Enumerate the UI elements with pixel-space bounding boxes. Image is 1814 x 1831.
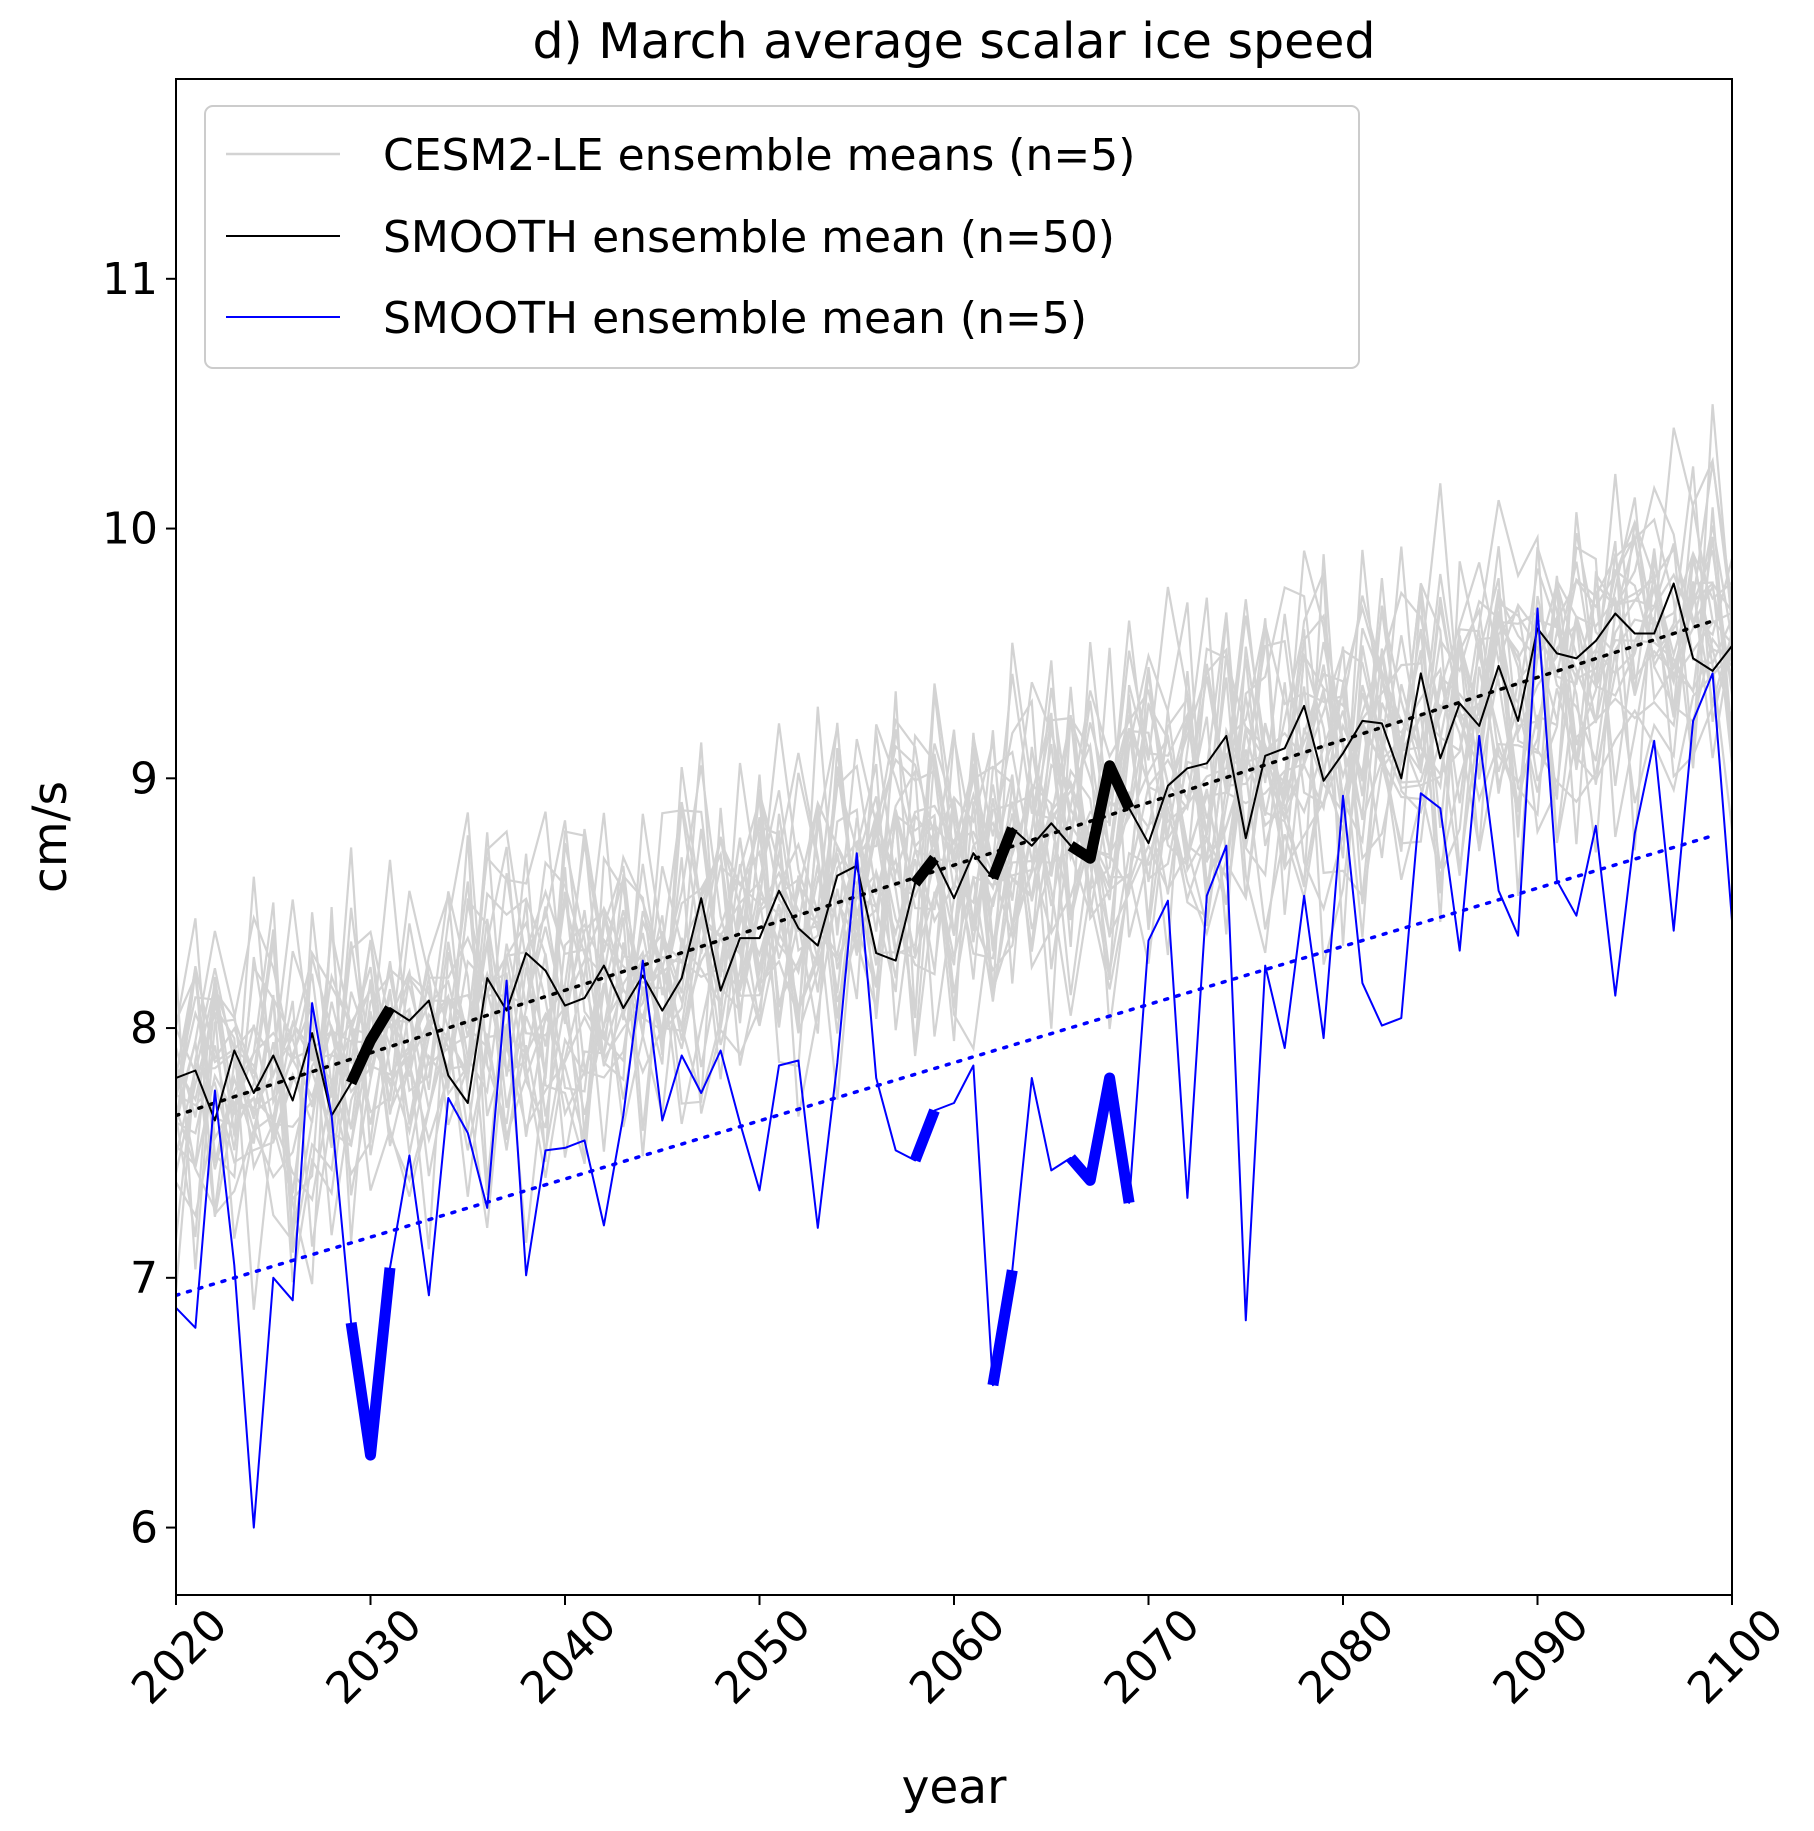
legend-box [204, 105, 1360, 369]
x-tick-label: 2100 [1678, 1599, 1793, 1714]
x-axis-label: year [902, 1760, 1008, 1815]
x-tick-label: 2080 [1289, 1599, 1404, 1714]
cesm2-member-line [176, 570, 1732, 1164]
highlight-segment [346, 1005, 395, 1086]
highlight-segment [987, 1269, 1018, 1387]
highlight-segment [1067, 760, 1135, 864]
cesm2-member-line [176, 512, 1732, 1217]
x-tick-label: 2050 [706, 1599, 821, 1714]
y-tick-label: 7 [130, 1253, 158, 1304]
legend-label-smooth-n50: SMOOTH ensemble mean (n=50) [383, 212, 1115, 263]
y-tick-label: 11 [102, 254, 158, 305]
highlight-segment [1066, 1072, 1135, 1204]
cesm2-member-line [176, 466, 1732, 1180]
y-tick-label: 9 [130, 753, 158, 804]
x-tick-label: 2040 [511, 1599, 626, 1714]
smooth-n5-line [176, 607, 1732, 1529]
cesm2-member-line [176, 546, 1732, 1183]
cesm2-member-line [176, 570, 1732, 1285]
cesm2-ensemble-members [176, 404, 1732, 1310]
highlight-segment [345, 1267, 396, 1461]
cesm2-member-line [176, 546, 1732, 1197]
x-tick-label: 2070 [1095, 1599, 1210, 1714]
y-tick-label: 10 [102, 504, 158, 555]
smooth-n50-line [176, 582, 1732, 1122]
legend-label-cesm2: CESM2-LE ensemble means (n=5) [383, 130, 1135, 181]
highlight-segment [909, 1108, 940, 1163]
x-tick-label: 2090 [1484, 1599, 1599, 1714]
cesm2-member-line [176, 545, 1732, 1250]
trend-line [176, 834, 1715, 1298]
legend-label-smooth-n5: SMOOTH ensemble mean (n=5) [383, 293, 1087, 344]
highlight-segment [987, 826, 1018, 881]
y-tick-label: 8 [130, 1003, 158, 1054]
y-axis-label: cm/s [23, 781, 78, 893]
legend: CESM2-LE ensemble means (n=5) SMOOTH ens… [204, 105, 1360, 369]
x-tick-label: 2020 [122, 1599, 237, 1714]
x-tick-label: 2060 [900, 1599, 1015, 1714]
trend-line [176, 619, 1715, 1118]
x-tick-label: 2030 [317, 1599, 432, 1714]
highlight-segment [910, 854, 939, 887]
chart-title: d) March average scalar ice speed [532, 13, 1375, 70]
y-tick-label: 6 [130, 1503, 158, 1554]
smooth-series [176, 582, 1732, 1529]
cesm2-member-line [176, 532, 1732, 1146]
